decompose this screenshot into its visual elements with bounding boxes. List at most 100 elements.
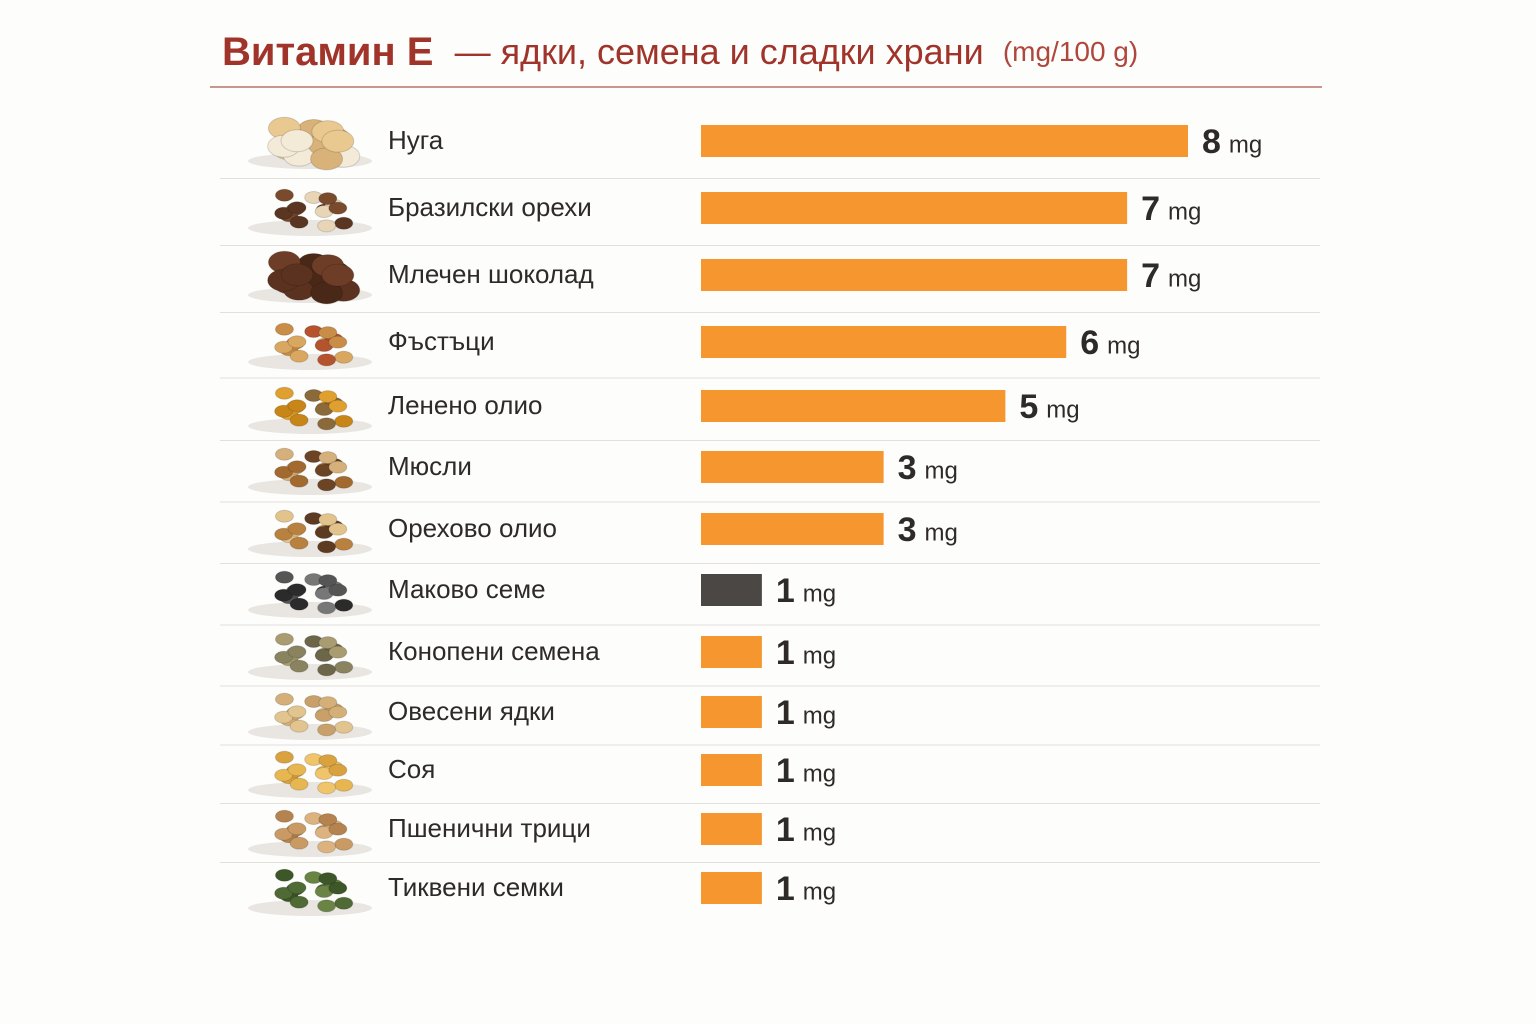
bar: [701, 451, 884, 483]
icon-piece: [274, 340, 294, 354]
food-icon: [248, 250, 372, 305]
chart-title-group: Витамин E — ядки, семена и сладки храни …: [222, 30, 1138, 74]
icon-piece: [274, 447, 294, 461]
icon-piece: [318, 390, 338, 404]
value-unit: mg: [1046, 396, 1079, 423]
icon-piece: [287, 705, 307, 719]
icon-piece: [328, 522, 348, 536]
icon-piece: [328, 881, 348, 895]
icon-piece: [334, 837, 354, 851]
icon-piece: [274, 809, 294, 823]
icon-shadow: [248, 900, 372, 916]
category-label: Соя: [388, 754, 435, 784]
icon-piece: [274, 206, 294, 220]
bar: [701, 574, 762, 606]
icon-piece: [318, 813, 338, 827]
chart-title: Витамин E: [222, 30, 433, 74]
icon-piece: [318, 326, 338, 340]
category-label: Тиквени семки: [388, 872, 564, 902]
icon-piece: [287, 522, 307, 536]
value-unit: mg: [1229, 131, 1262, 158]
value-unit: mg: [803, 580, 836, 607]
icon-piece: [318, 636, 338, 650]
icon-piece: [287, 460, 307, 474]
icon-piece: [289, 895, 309, 909]
icon-piece: [317, 601, 337, 615]
icon-piece: [334, 475, 354, 489]
icon-piece: [274, 650, 294, 664]
category-label: Млечен шоколад: [388, 259, 594, 289]
category-label: Пшенични трици: [388, 813, 591, 843]
icon-piece: [328, 201, 348, 215]
value-label: 5: [1019, 388, 1038, 426]
icon-piece: [287, 763, 307, 777]
icon-piece: [274, 632, 294, 646]
icon-piece: [274, 710, 294, 724]
icon-piece: [289, 536, 309, 550]
icon-shadow: [248, 541, 372, 557]
category-label: Маково семе: [388, 574, 546, 604]
icon-piece: [317, 417, 337, 431]
value-unit: mg: [803, 760, 836, 787]
value-unit: mg: [1168, 265, 1201, 292]
category-label: Бразилски орехи: [388, 192, 592, 222]
icon-piece: [328, 583, 348, 597]
bar: [701, 390, 1006, 422]
icon-piece: [274, 322, 294, 336]
value-label: 7: [1141, 257, 1160, 295]
icon-piece: [318, 513, 338, 527]
icon-piece: [318, 451, 338, 465]
icon-piece: [317, 663, 337, 677]
bar: [701, 326, 1067, 358]
category-label: Фъстъци: [388, 326, 495, 356]
bar: [701, 696, 762, 728]
icon-piece: [287, 645, 307, 659]
icon-piece: [318, 754, 338, 768]
food-icon: [248, 750, 372, 798]
icon-piece: [289, 413, 309, 427]
icon-piece: [334, 414, 354, 428]
icon-piece: [274, 527, 294, 541]
icon-piece: [280, 129, 314, 153]
bar: [701, 872, 762, 904]
food-icon: [248, 509, 372, 557]
icon-piece: [321, 129, 355, 153]
icon-piece: [318, 696, 338, 710]
icon-piece: [274, 750, 294, 764]
food-icon: [248, 692, 372, 740]
value-label: 8: [1202, 123, 1221, 161]
category-label: Ленено олио: [388, 390, 542, 420]
icon-piece: [289, 597, 309, 611]
bar: [701, 754, 762, 786]
icon-piece: [334, 350, 354, 364]
category-label: Конопени семена: [388, 636, 600, 666]
food-icon: [248, 570, 372, 618]
value-label: 1: [776, 572, 795, 610]
bar: [701, 259, 1128, 291]
icon-shadow: [248, 664, 372, 680]
bar: [701, 125, 1188, 157]
icon-piece: [287, 881, 307, 895]
value-label: 3: [898, 449, 917, 487]
value-unit: mg: [925, 519, 958, 546]
bar: [701, 636, 762, 668]
food-icon: [248, 632, 372, 680]
icon-piece: [274, 465, 294, 479]
icon-piece: [287, 822, 307, 836]
icon-shadow: [248, 724, 372, 740]
icon-piece: [287, 335, 307, 349]
value-label: 1: [776, 634, 795, 672]
icon-piece: [274, 886, 294, 900]
icon-shadow: [248, 418, 372, 434]
food-icon: [248, 809, 372, 857]
icon-piece: [328, 763, 348, 777]
icon-piece: [274, 386, 294, 400]
icon-piece: [318, 574, 338, 588]
icon-piece: [334, 778, 354, 792]
icon-shadow: [248, 354, 372, 370]
value-unit: mg: [803, 819, 836, 846]
icon-piece: [318, 192, 338, 206]
food-icon: [248, 188, 372, 236]
bar: [701, 192, 1128, 224]
icon-piece: [328, 822, 348, 836]
